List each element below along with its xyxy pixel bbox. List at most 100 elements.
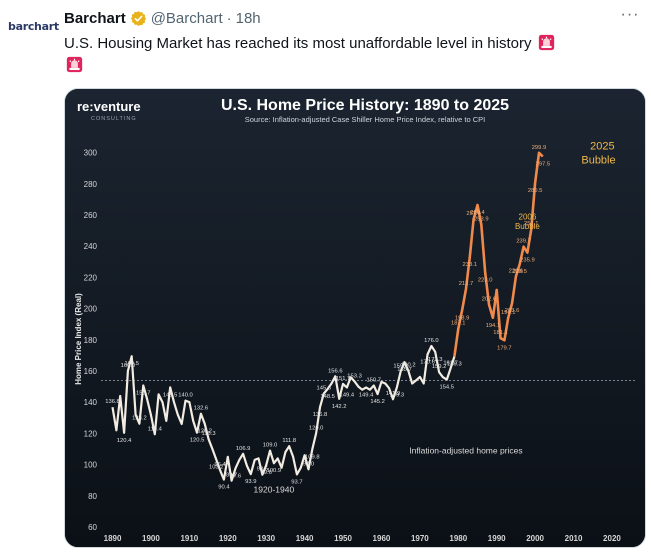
tweet-text: U.S. Housing Market has reached its most…: [64, 33, 634, 54]
point-label: 141.9: [386, 391, 401, 397]
point-label: 126.2: [197, 429, 212, 435]
point-label: 93.7: [291, 479, 302, 485]
siren-icon: [538, 34, 554, 51]
point-label: 253.9: [474, 217, 489, 223]
point-label: 93.9: [245, 479, 256, 485]
point-label: 109.0: [263, 443, 278, 449]
point-label: 154.5: [439, 385, 454, 391]
point-label: 97.0: [303, 461, 314, 467]
y-tick-label: 80: [88, 492, 97, 501]
point-label: 169.5: [124, 361, 139, 367]
chart-annotation: 2006: [519, 213, 537, 222]
point-label: 132.6: [194, 406, 209, 412]
point-label: 149.5: [163, 392, 178, 398]
x-tick-label: 2000: [526, 534, 544, 543]
chart-annotation: Inflation-adjusted home prices: [409, 446, 522, 456]
chart-background: [65, 89, 645, 547]
point-label: 239.7: [516, 239, 531, 245]
price-series: [111, 151, 544, 482]
point-label: 228.5: [512, 269, 527, 275]
point-label: 111.8: [282, 438, 296, 444]
point-label: 181.1: [493, 330, 508, 336]
point-label: 297.5: [536, 162, 551, 168]
point-label: 116.3: [202, 431, 216, 437]
point-label: 126.2: [132, 416, 147, 422]
point-label: 109.8: [305, 454, 320, 460]
point-label: 165.7: [397, 367, 412, 373]
point-label: 145.2: [370, 399, 385, 405]
point-label: 212.7: [459, 281, 474, 287]
point-label: 202.6: [482, 297, 497, 303]
point-label: 235.9: [520, 258, 535, 264]
x-tick-label: 1890: [104, 534, 122, 543]
point-label: 96.4: [214, 462, 226, 468]
point-label: 159.2: [432, 364, 447, 370]
y-axis: 60 80 100 120 140 160 180 200 220 240 260 280 300: [84, 149, 98, 532]
chart-annotation: Bubble: [515, 222, 540, 231]
point-label: 194.1: [486, 323, 501, 329]
y-tick-label: 60: [88, 523, 97, 532]
point-label: 160.2: [401, 363, 416, 369]
y-tick-label: 160: [84, 367, 98, 376]
chart-annotation: 2025: [590, 140, 614, 152]
y-tick-label: 180: [84, 336, 98, 345]
x-tick-label: 1990: [488, 534, 506, 543]
y-tick-label: 280: [84, 180, 98, 189]
annotations: 2025Bubble2006Bubble1920-1940Inflation-a…: [254, 140, 616, 494]
more-options-icon[interactable]: ···: [620, 6, 640, 23]
point-label: 90.4: [218, 485, 230, 491]
point-label: 145.6: [317, 385, 332, 391]
point-label: 280.5: [528, 188, 543, 194]
timestamp[interactable]: 18h: [235, 9, 261, 27]
point-label: 106.9: [236, 446, 251, 452]
point-label: 161.7: [443, 360, 458, 366]
point-label: 97.6: [230, 473, 241, 479]
x-tick-label: 1920: [219, 534, 237, 543]
point-label: 233.1: [463, 262, 478, 268]
y-axis-label: Home Price Index (Real): [74, 293, 83, 385]
point-label: 149.3: [390, 393, 405, 399]
tweet-header: Barchart @Barchart · 18h: [64, 7, 261, 29]
y-tick-label: 240: [84, 242, 98, 251]
point-label: 257.4: [466, 211, 481, 217]
barchart-avatar[interactable]: barchart: [8, 20, 59, 33]
point-label: 220.6: [509, 268, 524, 274]
point-label: 176.0: [424, 338, 439, 344]
author-name[interactable]: Barchart: [64, 9, 126, 27]
point-label: 299.9: [532, 145, 547, 151]
point-label: 119.4: [148, 426, 163, 432]
y-tick-label: 300: [84, 149, 98, 158]
chart-annotation: Bubble: [581, 155, 615, 167]
point-label: 142.2: [332, 404, 347, 410]
x-axis: 1890 1900 1910 1920 1930 1940 1950 1960 1970 1980…: [104, 534, 622, 543]
point-label: 149.4: [359, 393, 374, 399]
x-tick-label: 1950: [334, 534, 352, 543]
point-label: 120.0: [309, 425, 324, 431]
brand-logo-subtext: CONSULTING: [91, 116, 137, 122]
point-label: 150.7: [136, 391, 151, 397]
series-line-late: [453, 151, 544, 357]
series-line-early: [111, 344, 456, 482]
point-label: 100.9: [267, 468, 282, 474]
author-handle[interactable]: @Barchart: [150, 9, 223, 27]
point-label: 170.6: [420, 359, 435, 365]
point-label: 89.7: [226, 473, 237, 479]
x-tick-label: 1960: [373, 534, 391, 543]
x-tick-label: 1930: [257, 534, 275, 543]
point-label: 136.8: [105, 399, 120, 405]
point-label: 120.4: [117, 438, 132, 444]
verified-badge-icon: [130, 10, 146, 26]
chart-title: U.S. Home Price History: 1890 to 2025: [221, 97, 509, 114]
x-tick-label: 2010: [565, 534, 583, 543]
separator-dot: ·: [226, 9, 232, 27]
brand-logo: re:venture CONSULTING: [77, 99, 141, 122]
point-label: 151.7: [336, 376, 351, 382]
point-label: 194.1: [501, 310, 516, 316]
point-label: 150.7: [367, 378, 382, 384]
point-label: 103.2: [209, 465, 224, 471]
chart-image[interactable]: re:venture CONSULTING U.S. Home Price Hi…: [64, 88, 646, 548]
point-label: 169.3: [447, 361, 462, 367]
chart-annotation: 1920-1940: [254, 485, 295, 495]
x-tick-label: 1910: [180, 534, 198, 543]
